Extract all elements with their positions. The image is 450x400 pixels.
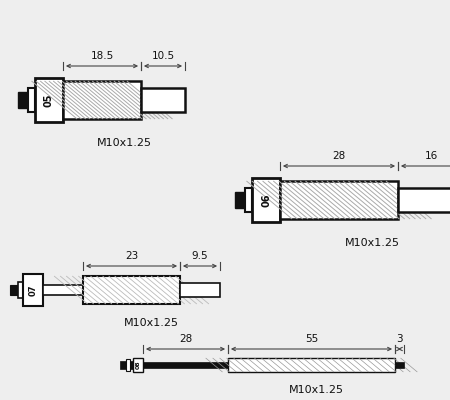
Text: 05: 05 <box>44 93 54 107</box>
Bar <box>23 274 43 306</box>
Bar <box>126 359 130 371</box>
Text: M10x1.25: M10x1.25 <box>288 385 343 395</box>
Bar <box>395 362 404 368</box>
Bar <box>235 192 245 208</box>
Bar <box>130 361 133 369</box>
Bar <box>18 282 23 298</box>
Bar <box>18 92 28 108</box>
Bar <box>63 81 141 119</box>
Text: 28: 28 <box>179 334 192 344</box>
Text: 28: 28 <box>333 151 346 161</box>
Text: 23: 23 <box>125 251 138 261</box>
Text: 55: 55 <box>305 334 318 344</box>
Bar <box>35 78 63 122</box>
Text: M10x1.25: M10x1.25 <box>123 318 179 328</box>
Bar <box>141 88 185 112</box>
Text: 10.5: 10.5 <box>152 51 175 61</box>
Bar <box>228 358 395 372</box>
Bar <box>28 88 35 112</box>
Text: 06: 06 <box>261 193 271 207</box>
Text: 16: 16 <box>425 151 438 161</box>
Bar <box>398 188 450 212</box>
Text: 07: 07 <box>28 284 37 296</box>
Text: M10x1.25: M10x1.25 <box>96 138 152 148</box>
Bar <box>83 276 180 304</box>
Bar <box>143 362 228 368</box>
Bar <box>43 285 83 295</box>
Bar <box>120 361 126 369</box>
Text: 18.5: 18.5 <box>90 51 113 61</box>
Bar <box>245 188 252 212</box>
Text: 08: 08 <box>135 361 140 369</box>
Bar <box>252 178 280 222</box>
Text: 3: 3 <box>396 334 403 344</box>
Text: 9.5: 9.5 <box>192 251 208 261</box>
Text: M10x1.25: M10x1.25 <box>345 238 400 248</box>
Bar <box>280 181 398 219</box>
Bar <box>10 285 18 295</box>
Bar <box>180 283 220 297</box>
Bar <box>133 358 143 372</box>
